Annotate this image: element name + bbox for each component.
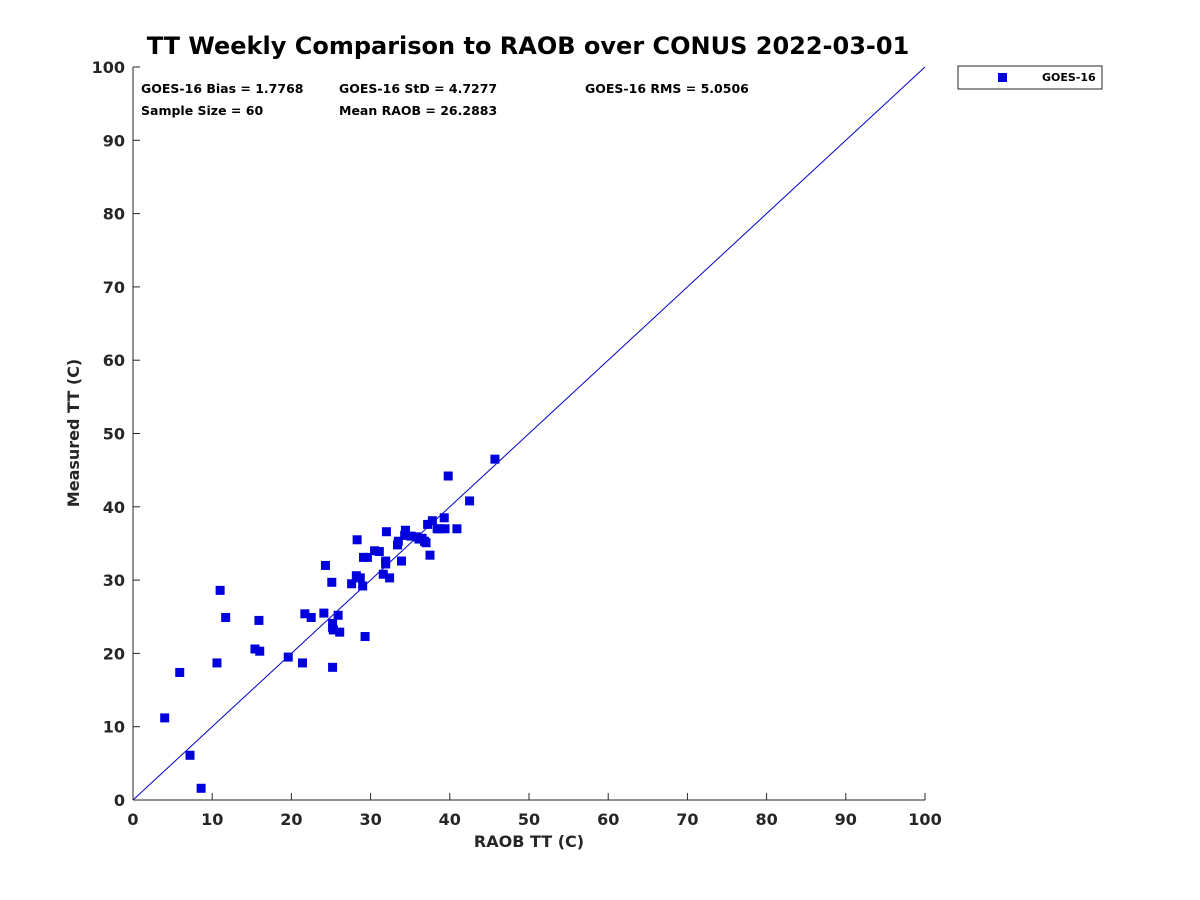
data-points — [160, 454, 500, 793]
data-point — [417, 533, 427, 543]
data-point — [328, 625, 338, 635]
data-point — [378, 569, 388, 579]
data-point — [355, 573, 365, 583]
data-point — [160, 713, 170, 723]
stat-mean-raob: Mean RAOB = 26.2883 — [339, 103, 497, 118]
y-tick-label: 90 — [103, 131, 125, 150]
data-point — [439, 513, 449, 523]
data-point — [360, 632, 370, 642]
data-point — [283, 652, 293, 662]
data-point — [435, 524, 445, 534]
x-tick-label: 0 — [127, 810, 138, 829]
data-point — [352, 535, 362, 545]
data-point — [396, 556, 406, 566]
data-point — [327, 577, 337, 587]
data-point — [374, 547, 384, 557]
data-point — [185, 750, 195, 760]
data-point — [297, 658, 307, 668]
data-point — [425, 550, 435, 560]
data-point — [175, 667, 185, 677]
y-tick-label: 20 — [103, 644, 125, 663]
data-point — [393, 536, 403, 546]
y-tick-label: 70 — [103, 278, 125, 297]
data-point — [254, 615, 264, 625]
data-point — [333, 610, 343, 620]
x-tick-label: 30 — [359, 810, 381, 829]
data-point — [196, 783, 206, 793]
data-point — [250, 644, 260, 654]
plot-area — [132, 66, 926, 801]
y-tick-label: 0 — [114, 791, 125, 810]
data-point — [452, 524, 462, 534]
x-tick-label: 70 — [676, 810, 698, 829]
data-point — [381, 527, 391, 537]
data-point — [347, 579, 357, 589]
data-point — [221, 612, 231, 622]
data-point — [215, 585, 225, 595]
y-axis-ticks: 0 10 20 30 40 50 60 70 80 90 100 — [92, 58, 140, 810]
x-tick-label: 50 — [518, 810, 540, 829]
stat-bias: GOES-16 Bias = 1.7768 — [141, 81, 303, 96]
data-point — [490, 454, 500, 464]
data-point — [320, 560, 330, 570]
legend: GOES-16 — [957, 65, 1103, 90]
stat-rms: GOES-16 RMS = 5.0506 — [585, 81, 749, 96]
data-point — [406, 531, 416, 541]
data-point — [381, 559, 391, 569]
one-to-one-line — [132, 66, 926, 801]
data-point — [385, 573, 395, 583]
legend-marker — [998, 73, 1007, 82]
y-tick-label: 10 — [103, 718, 125, 737]
data-point — [306, 612, 316, 622]
y-tick-label: 50 — [103, 425, 125, 444]
x-tick-label: 80 — [755, 810, 777, 829]
x-tick-label: 100 — [908, 810, 941, 829]
data-point — [328, 662, 338, 672]
data-point — [300, 609, 310, 619]
legend-box — [957, 65, 1103, 90]
y-tick-label: 30 — [103, 571, 125, 590]
data-point — [212, 658, 222, 668]
stats-block: GOES-16 Bias = 1.7768 GOES-16 StD = 4.72… — [141, 81, 749, 118]
data-point — [427, 516, 437, 526]
y-tick-label: 100 — [92, 58, 125, 77]
y-tick-label: 60 — [103, 351, 125, 370]
x-tick-label: 90 — [835, 810, 857, 829]
y-tick-label: 40 — [103, 498, 125, 517]
x-tick-label: 60 — [597, 810, 619, 829]
data-point — [440, 524, 450, 534]
x-tick-label: 40 — [439, 810, 461, 829]
data-point — [400, 525, 410, 535]
stat-sample-size: Sample Size = 60 — [141, 103, 263, 118]
x-axis-label: RAOB TT (C) — [474, 832, 584, 851]
x-tick-label: 20 — [280, 810, 302, 829]
data-point — [362, 552, 372, 562]
data-point — [443, 471, 453, 481]
x-tick-label: 10 — [201, 810, 223, 829]
data-point — [255, 646, 265, 656]
data-point — [319, 608, 329, 618]
y-axis-label: Measured TT (C) — [64, 359, 83, 507]
chart-title: TT Weekly Comparison to RAOB over CONUS … — [147, 32, 910, 60]
data-point — [370, 546, 380, 556]
stat-std: GOES-16 StD = 4.7277 — [339, 81, 497, 96]
data-point — [358, 581, 368, 591]
data-point — [335, 627, 345, 637]
data-point — [465, 496, 475, 506]
data-point — [423, 519, 433, 529]
y-tick-label: 80 — [103, 205, 125, 224]
x-axis-ticks: 0 10 20 30 40 50 60 70 80 90 100 — [127, 793, 942, 829]
legend-label-goes16: GOES-16 — [1042, 71, 1096, 84]
data-point — [400, 530, 410, 540]
